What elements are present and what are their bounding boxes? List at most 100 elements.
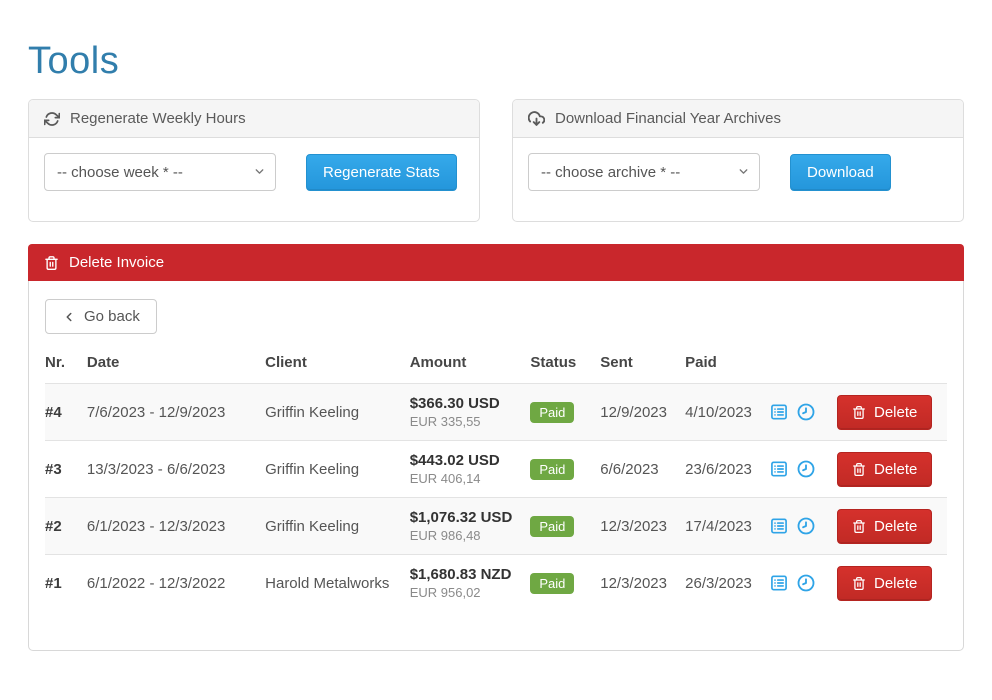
invoice-amount-cell: $443.02 USD EUR 406,14 (409, 440, 531, 498)
invoice-status-cell: Paid (530, 554, 601, 612)
trash-icon (852, 405, 866, 420)
time-log-icon[interactable] (796, 402, 816, 422)
invoice-icons-cell (769, 384, 837, 441)
choose-week-select-wrap: -- choose week * -- (44, 153, 276, 191)
time-log-icon[interactable] (796, 516, 816, 536)
invoice-paid-date: 23/6/2023 (685, 440, 770, 498)
invoice-details-icon[interactable] (769, 459, 789, 479)
invoice-number: #2 (45, 497, 87, 555)
invoice-client: Griffin Keeling (265, 403, 360, 421)
header-icons (769, 346, 837, 384)
regenerate-stats-button[interactable]: Regenerate Stats (306, 153, 457, 191)
trash-icon (852, 576, 866, 591)
chevron-left-icon (62, 310, 76, 324)
delete-invoice-button[interactable]: Delete (836, 508, 933, 544)
invoice-amount-primary: $1,680.83 NZD (409, 566, 512, 584)
archives-panel-header: Download Financial Year Archives (513, 100, 963, 138)
time-log-icon[interactable] (796, 459, 816, 479)
status-badge: Paid (530, 572, 575, 594)
header-status: Status (530, 346, 601, 384)
trash-icon (44, 255, 59, 271)
time-log-icon[interactable] (796, 573, 816, 593)
invoice-amount-cell: $1,680.83 NZD EUR 956,02 (409, 554, 531, 612)
invoice-action-cell: Delete (836, 440, 947, 498)
delete-invoice-button[interactable]: Delete (836, 451, 933, 487)
invoice-paid-date: 4/10/2023 (685, 403, 752, 421)
regenerate-panel-body: -- choose week * -- Regenerate Stats (29, 138, 479, 221)
invoice-action-cell: Delete (836, 497, 947, 555)
delete-invoice-body: Go back Nr. Date Client Amount Status Se… (29, 281, 963, 650)
archives-panel-body: -- choose archive * -- Download (513, 138, 963, 221)
delete-button-label: Delete (873, 460, 918, 478)
delete-invoice-title: Delete Invoice (69, 254, 165, 271)
invoice-details-icon[interactable] (769, 573, 789, 593)
header-client: Client (265, 346, 410, 384)
invoice-action-cell: Delete (836, 384, 947, 441)
delete-invoice-header: Delete Invoice (28, 244, 964, 281)
table-row: #4 7/6/2023 - 12/9/2023 Griffin Keeling … (45, 383, 947, 441)
invoice-date-range: 6/1/2022 - 12/3/2022 (86, 554, 266, 612)
invoice-status-cell: Paid (530, 497, 601, 555)
choose-week-select[interactable]: -- choose week * -- (44, 153, 276, 191)
trash-icon (852, 519, 866, 534)
go-back-button[interactable]: Go back (45, 299, 157, 334)
invoice-client: Harold Metalworks (265, 554, 410, 612)
invoice-icons-cell (769, 497, 837, 555)
invoice-amount-primary: $366.30 USD (409, 395, 500, 412)
status-badge: Paid (530, 458, 575, 480)
page-title: Tools (28, 40, 120, 82)
regenerate-weekly-hours-panel: Regenerate Weekly Hours -- choose week *… (28, 99, 480, 222)
status-badge: Paid (530, 515, 575, 537)
invoice-paid-date: 26/3/2023 (685, 554, 770, 612)
delete-button-label: Delete (873, 517, 918, 535)
refresh-icon (44, 111, 60, 127)
regenerate-panel-header: Regenerate Weekly Hours (29, 100, 479, 138)
trash-icon (852, 462, 866, 477)
invoice-date-range: 13/3/2023 - 6/6/2023 (86, 440, 266, 498)
choose-archive-select-wrap: -- choose archive * -- (528, 153, 760, 191)
invoice-status-cell: Paid (530, 440, 601, 498)
invoice-sent-date: 6/6/2023 (600, 440, 686, 498)
invoices-table: Nr. Date Client Amount Status Sent Paid … (45, 346, 947, 612)
header-actions (836, 346, 947, 384)
invoice-details-icon[interactable] (769, 402, 789, 422)
cloud-download-icon (528, 110, 545, 127)
invoice-amount-secondary: EUR 406,14 (409, 471, 481, 486)
choose-archive-select[interactable]: -- choose archive * -- (528, 153, 760, 191)
invoice-sent-date: 12/3/2023 (600, 497, 686, 555)
invoice-date-range: 6/1/2023 - 12/3/2023 (86, 497, 266, 555)
invoice-amount-secondary: EUR 986,48 (409, 528, 481, 543)
status-badge: Paid (530, 401, 575, 423)
delete-invoice-button[interactable]: Delete (836, 394, 933, 430)
archives-panel-title: Download Financial Year Archives (555, 110, 781, 127)
tool-panels-row: Regenerate Weekly Hours -- choose week *… (28, 99, 964, 222)
header-amount: Amount (409, 346, 531, 384)
invoice-date-range: 7/6/2023 - 12/9/2023 (86, 403, 226, 421)
table-header-row: Nr. Date Client Amount Status Sent Paid (45, 346, 947, 384)
invoice-icons-cell (769, 554, 837, 612)
invoice-paid-date: 17/4/2023 (685, 497, 770, 555)
invoice-details-icon[interactable] (769, 516, 789, 536)
invoice-client: Griffin Keeling (265, 497, 410, 555)
invoice-icons-cell (769, 440, 837, 498)
invoice-sent-date: 12/9/2023 (600, 403, 667, 421)
invoice-amount-primary: $1,076.32 USD (409, 509, 513, 526)
table-row: #2 6/1/2023 - 12/3/2023 Griffin Keeling … (45, 497, 947, 555)
invoice-number: #4 (45, 403, 62, 421)
header-date: Date (86, 346, 266, 384)
regenerate-panel-title: Regenerate Weekly Hours (70, 110, 246, 127)
invoice-amount-primary: $443.02 USD (409, 452, 500, 469)
table-row: #3 13/3/2023 - 6/6/2023 Griffin Keeling … (45, 440, 947, 498)
invoice-amount-cell: $1,076.32 USD EUR 986,48 (409, 497, 531, 555)
delete-button-label: Delete (873, 574, 918, 592)
header-nr: Nr. (45, 346, 87, 384)
delete-invoice-card: Delete Invoice Go back Nr. Date C (28, 244, 964, 651)
invoice-sent-date: 12/3/2023 (600, 554, 686, 612)
delete-invoice-button[interactable]: Delete (836, 565, 933, 601)
invoice-amount-secondary: EUR 335,55 (409, 414, 481, 429)
download-button[interactable]: Download (790, 153, 891, 191)
table-row: #1 6/1/2022 - 12/3/2022 Harold Metalwork… (45, 554, 947, 612)
invoice-number: #3 (45, 440, 87, 498)
go-back-label: Go back (84, 308, 140, 325)
download-archives-panel: Download Financial Year Archives -- choo… (512, 99, 964, 222)
